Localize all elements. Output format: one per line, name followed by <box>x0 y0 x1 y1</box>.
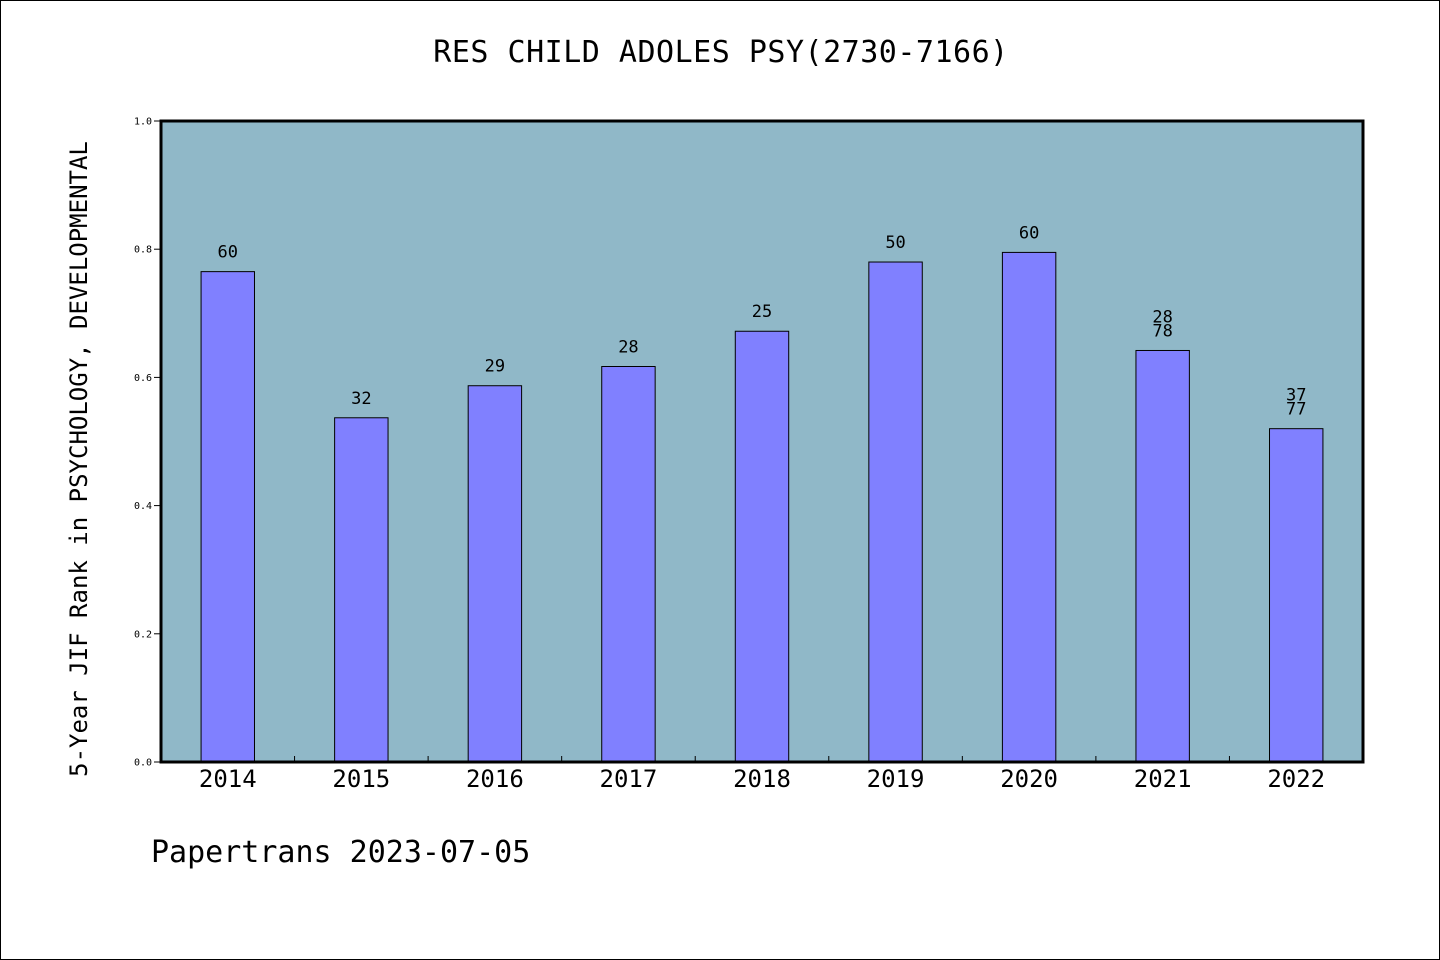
x-tick-label: 2017 <box>600 765 658 793</box>
bar-value-label: 28 <box>618 338 638 358</box>
x-tick-label: 2014 <box>199 765 257 793</box>
bar <box>868 261 923 763</box>
x-tick-label: 2022 <box>1267 765 1325 793</box>
y-tick-label: 0.0 <box>134 758 152 769</box>
bar-value-label: 37 <box>1286 386 1306 406</box>
bar <box>334 417 389 763</box>
bar-value-label: 77 <box>1286 400 1306 420</box>
y-tick-label: 0.2 <box>134 629 152 640</box>
footer-watermark: Papertrans 2023-07-05 <box>151 835 531 870</box>
bar-value-label: 28 <box>1152 307 1172 327</box>
bar <box>1001 251 1057 763</box>
bar <box>200 271 255 763</box>
x-tick-label: 2016 <box>466 765 524 793</box>
bar <box>601 366 656 763</box>
bar <box>734 330 790 763</box>
bar-value-label: 25 <box>752 302 772 322</box>
y-tick-label: 1.0 <box>134 117 152 128</box>
plot-frame <box>159 119 1365 764</box>
y-tick-label: 0.4 <box>134 501 152 512</box>
bar-value-label: 60 <box>1019 223 1039 243</box>
bar <box>1269 428 1324 763</box>
chart-title: RES CHILD ADOLES PSY(2730-7166) <box>433 35 1009 70</box>
x-tick-label: 2021 <box>1134 765 1192 793</box>
bar <box>1135 349 1190 763</box>
bar-value-label: 50 <box>885 233 905 253</box>
bar-value-label: 60 <box>218 243 238 263</box>
bar-value-label: 32 <box>351 389 371 409</box>
x-tick-label: 2015 <box>332 765 390 793</box>
y-tick-label: 0.8 <box>134 245 152 256</box>
bar-value-label: 78 <box>1152 321 1172 341</box>
x-tick-label: 2020 <box>1000 765 1058 793</box>
x-tick-label: 2018 <box>733 765 791 793</box>
bar-value-label: 29 <box>485 357 505 377</box>
x-tick-label: 2019 <box>867 765 925 793</box>
y-tick-label: 0.6 <box>134 373 152 384</box>
bar <box>467 385 523 763</box>
